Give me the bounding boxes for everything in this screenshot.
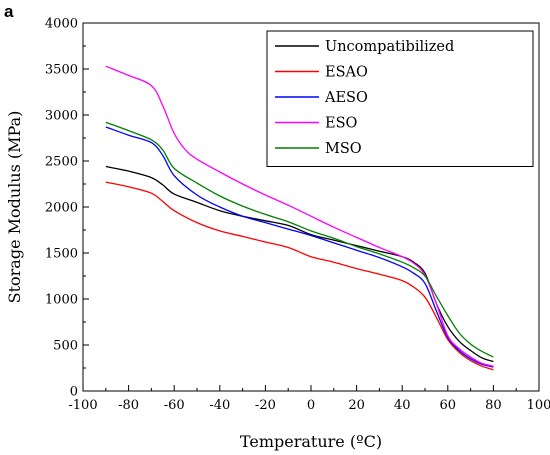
y-tick-label: 1500 [45,247,78,262]
legend-label-uncompatibilized: Uncompatibilized [325,39,454,55]
x-tick-label: -20 [255,398,276,413]
y-axis-title: Storage Modulus (MPa) [5,111,24,304]
series-line-esao [105,181,494,371]
legend-box [266,30,534,167]
panel-label: a [4,2,14,21]
x-tick-label: -100 [68,398,97,413]
legend: Uncompatibilized ESAO AESO ESO MSO [266,30,534,167]
tick-labels: -100 -80 -60 -40 -20 0 20 40 60 80 100050010001500… [45,17,550,414]
y-tick-label: 3000 [45,109,78,124]
x-tick-label: 80 [485,398,502,413]
x-axis-title: Temperature (ºC) [240,432,382,451]
series-line-eso [105,65,494,367]
x-tick-label: 0 [307,398,315,413]
series-line-aeso [105,126,494,368]
series-lines [105,65,494,371]
y-tick-label: 0 [70,385,78,400]
y-tick-label: 1000 [45,293,78,308]
y-tick-label: 3500 [45,63,78,78]
x-tick-label: -40 [209,398,230,413]
legend-label-esao: ESAO [325,65,368,81]
series-line-mso [105,121,494,358]
x-tick-label: -80 [118,398,139,413]
x-tick-label: 20 [348,398,365,413]
legend-label-aeso: AESO [324,90,368,106]
x-tick-label: 60 [440,398,457,413]
plot-frame [82,22,540,392]
y-tick-label: 500 [53,339,78,354]
y-tick-label: 2000 [45,201,78,216]
legend-label-eso: ESO [325,116,358,132]
legend-label-mso: MSO [325,141,362,157]
series-line-uncompatibilized [105,165,494,363]
y-tick-label: 2500 [45,155,78,170]
x-tick-label: 100 [527,398,550,413]
y-tick-label: 4000 [45,17,78,32]
x-tick-label: 40 [394,398,411,413]
x-tick-label: -60 [164,398,185,413]
